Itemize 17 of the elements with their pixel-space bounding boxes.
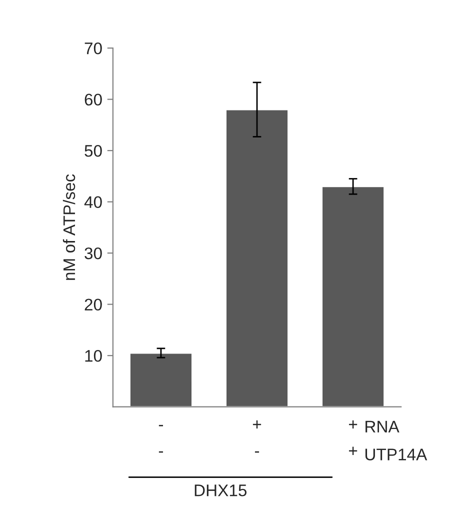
y-tick-label: 20 — [84, 298, 102, 311]
y-tick-label: 50 — [84, 144, 102, 157]
y-tick-label: 10 — [85, 350, 102, 362]
text: RNA — [366, 420, 400, 432]
text: UTP14A — [365, 448, 428, 460]
bar — [129, 352, 193, 407]
category-label: + - — [252, 420, 262, 453]
bar — [321, 186, 385, 407]
y-tick-label: 70 — [84, 42, 102, 54]
y-tick-label: 30 — [84, 247, 102, 260]
y-axis-title: nM of ATP/sec — [62, 174, 76, 280]
category-label: - - — [158, 424, 163, 453]
text: DHX15 — [194, 484, 247, 496]
x-tick-label: + + — [348, 420, 358, 455]
y-tick-label: 40 — [84, 196, 102, 208]
bar — [225, 108, 289, 407]
y-tick-label: 60 — [84, 94, 102, 106]
